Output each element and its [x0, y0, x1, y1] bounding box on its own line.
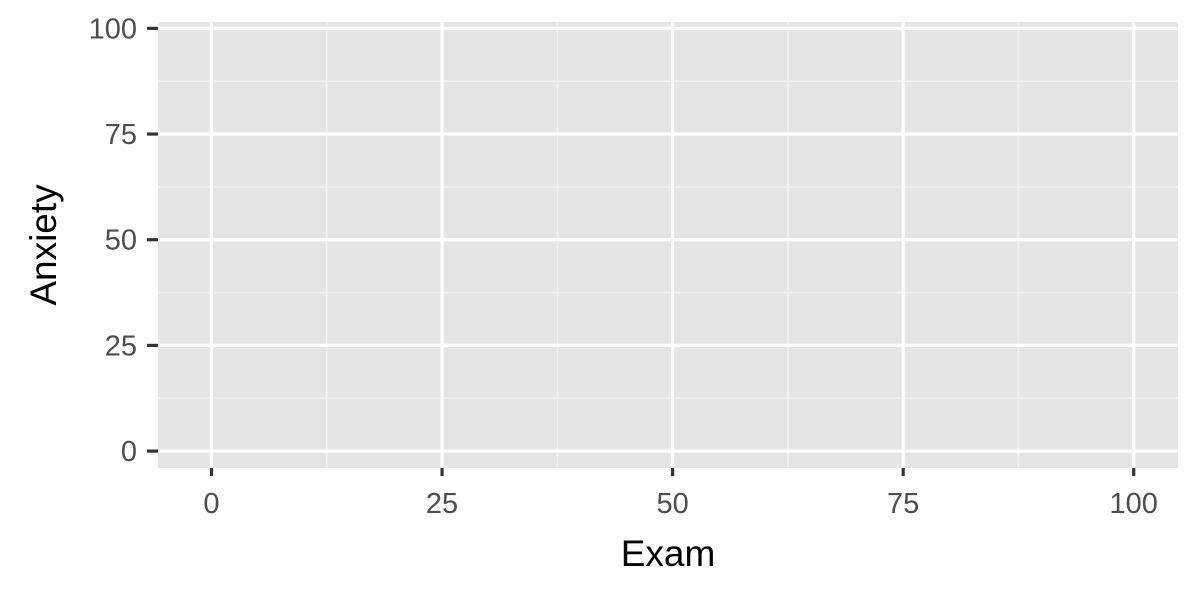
y-tick-label: 0: [121, 436, 137, 468]
x-tick-label: 0: [203, 488, 219, 520]
x-axis-title: Exam: [621, 533, 716, 574]
y-tick-label: 50: [105, 225, 137, 257]
y-axis: 0 25 50 75 100: [89, 13, 158, 468]
x-tick-label: 25: [426, 488, 458, 520]
plot-panel: [158, 22, 1178, 468]
y-axis-title: Anxiety: [23, 184, 64, 306]
x-axis: 0 25 50 75 100: [203, 468, 1158, 520]
y-tick-label: 75: [105, 119, 137, 151]
minor-grid: [158, 22, 1178, 468]
y-tick-label: 100: [89, 13, 137, 45]
x-tick-label: 100: [1110, 488, 1158, 520]
x-tick-label: 75: [887, 488, 919, 520]
x-tick-label: 50: [656, 488, 688, 520]
major-grid: [158, 22, 1178, 468]
y-tick-label: 25: [105, 330, 137, 362]
